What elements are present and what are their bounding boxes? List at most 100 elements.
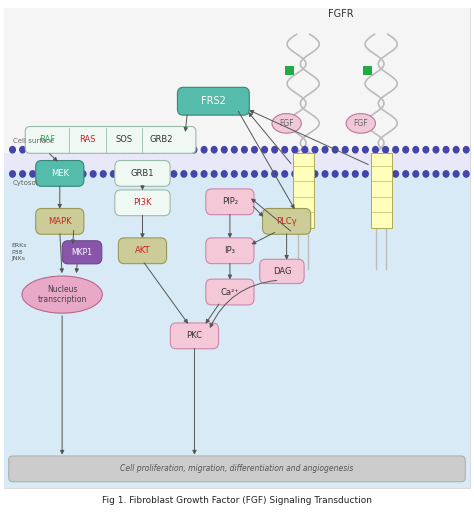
Text: PLCγ: PLCγ — [276, 217, 297, 226]
Circle shape — [150, 146, 157, 154]
Bar — [4, 153, 470, 171]
Bar — [4, 153, 470, 488]
Bar — [363, 66, 372, 75]
Circle shape — [311, 170, 319, 178]
Bar — [4, 8, 470, 153]
Circle shape — [382, 146, 389, 154]
Circle shape — [412, 170, 419, 178]
Circle shape — [332, 170, 339, 178]
FancyBboxPatch shape — [293, 153, 314, 227]
Circle shape — [110, 170, 117, 178]
Circle shape — [291, 146, 298, 154]
FancyBboxPatch shape — [263, 208, 311, 234]
Circle shape — [443, 146, 450, 154]
Text: AKT: AKT — [135, 246, 150, 255]
Ellipse shape — [272, 114, 301, 133]
Text: GRB1: GRB1 — [131, 169, 154, 178]
Circle shape — [49, 170, 56, 178]
Circle shape — [332, 146, 339, 154]
Text: PKC: PKC — [186, 331, 202, 340]
Text: Ca²⁺: Ca²⁺ — [220, 287, 239, 297]
Text: ERKs
P38
JNKs: ERKs P38 JNKs — [11, 243, 27, 262]
Circle shape — [100, 146, 107, 154]
Circle shape — [261, 146, 268, 154]
Circle shape — [453, 170, 460, 178]
Circle shape — [221, 170, 228, 178]
Circle shape — [251, 146, 258, 154]
Circle shape — [342, 146, 349, 154]
FancyBboxPatch shape — [25, 127, 196, 154]
FancyBboxPatch shape — [9, 456, 465, 482]
Circle shape — [130, 170, 137, 178]
Circle shape — [9, 146, 16, 154]
Circle shape — [39, 170, 46, 178]
Text: SOS: SOS — [116, 135, 133, 144]
Circle shape — [19, 170, 26, 178]
Text: Cell proliferation, migration, differentiation and angiogenesis: Cell proliferation, migration, different… — [120, 464, 354, 474]
Circle shape — [160, 170, 167, 178]
Circle shape — [19, 146, 26, 154]
FancyBboxPatch shape — [206, 189, 254, 215]
Circle shape — [453, 146, 460, 154]
FancyBboxPatch shape — [371, 153, 392, 227]
Text: FGF: FGF — [354, 119, 368, 128]
FancyBboxPatch shape — [177, 87, 249, 115]
FancyBboxPatch shape — [118, 238, 166, 264]
Circle shape — [170, 146, 177, 154]
Circle shape — [241, 146, 248, 154]
Circle shape — [362, 170, 369, 178]
Circle shape — [191, 146, 198, 154]
FancyBboxPatch shape — [115, 161, 170, 186]
FancyBboxPatch shape — [260, 259, 304, 283]
Text: Cell surface: Cell surface — [12, 138, 54, 144]
Text: DAG: DAG — [273, 267, 291, 276]
Circle shape — [231, 146, 238, 154]
FancyBboxPatch shape — [62, 241, 102, 264]
Circle shape — [150, 170, 157, 178]
Circle shape — [422, 170, 429, 178]
Text: MKP1: MKP1 — [72, 248, 92, 257]
Circle shape — [80, 146, 87, 154]
Circle shape — [463, 170, 470, 178]
Circle shape — [70, 170, 76, 178]
Text: RAF: RAF — [39, 135, 55, 144]
Circle shape — [271, 170, 278, 178]
Circle shape — [70, 146, 76, 154]
FancyBboxPatch shape — [115, 190, 170, 216]
Circle shape — [342, 170, 349, 178]
Circle shape — [160, 146, 167, 154]
FancyBboxPatch shape — [206, 238, 254, 264]
FancyBboxPatch shape — [170, 323, 219, 349]
Text: FRS2: FRS2 — [201, 96, 226, 106]
Text: FGFR: FGFR — [328, 9, 354, 19]
Circle shape — [39, 146, 46, 154]
Circle shape — [281, 170, 288, 178]
Circle shape — [402, 146, 409, 154]
Circle shape — [271, 146, 278, 154]
Circle shape — [90, 170, 97, 178]
Circle shape — [59, 170, 66, 178]
Circle shape — [29, 146, 36, 154]
Circle shape — [29, 170, 36, 178]
Circle shape — [191, 170, 198, 178]
Circle shape — [100, 170, 107, 178]
FancyBboxPatch shape — [36, 161, 84, 186]
Circle shape — [321, 146, 328, 154]
Text: RAS: RAS — [79, 135, 95, 144]
FancyBboxPatch shape — [36, 208, 84, 234]
Text: MEK: MEK — [51, 169, 69, 178]
Circle shape — [281, 146, 288, 154]
Text: Fig 1. Fibroblast Growth Factor (FGF) Signaling Transduction: Fig 1. Fibroblast Growth Factor (FGF) Si… — [102, 496, 372, 505]
Circle shape — [130, 146, 137, 154]
Circle shape — [201, 170, 208, 178]
Circle shape — [210, 170, 218, 178]
Circle shape — [181, 146, 187, 154]
Circle shape — [261, 170, 268, 178]
Ellipse shape — [22, 276, 102, 313]
Circle shape — [301, 170, 309, 178]
Circle shape — [241, 170, 248, 178]
Circle shape — [80, 170, 87, 178]
Circle shape — [352, 170, 359, 178]
Circle shape — [90, 146, 97, 154]
Text: MAPK: MAPK — [48, 217, 72, 226]
